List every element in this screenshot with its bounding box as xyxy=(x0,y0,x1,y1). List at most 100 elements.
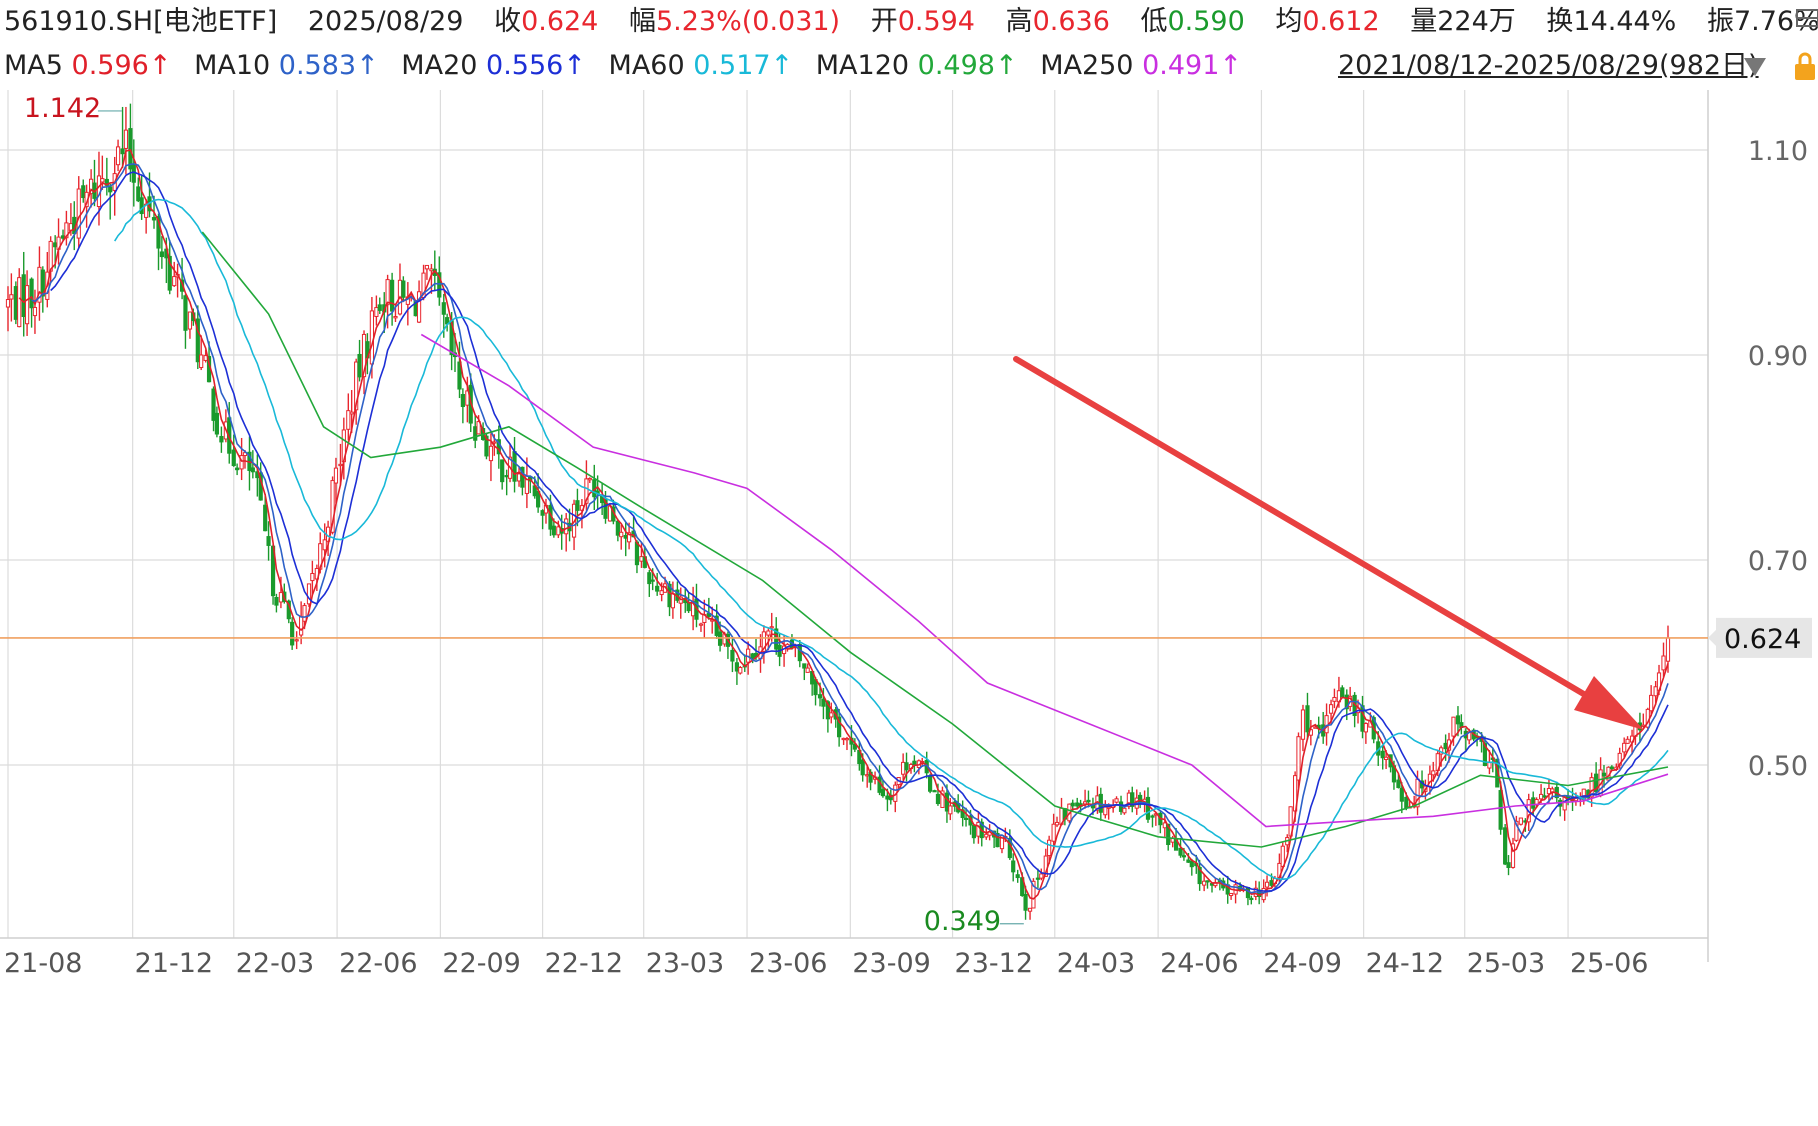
symbol-name[interactable]: 561910.SH[电池ETF] xyxy=(4,6,278,37)
candle-body xyxy=(500,459,505,483)
candle-body xyxy=(187,311,193,330)
candle-body xyxy=(670,593,675,609)
candle-body xyxy=(837,716,842,738)
candle-body xyxy=(1181,855,1187,858)
candle-body xyxy=(1051,823,1056,842)
candle-body xyxy=(1363,723,1368,733)
candle-body xyxy=(797,644,802,662)
candle-body xyxy=(278,592,284,603)
candle-body xyxy=(647,572,652,585)
candle-body xyxy=(1431,770,1436,776)
low-label: 低 xyxy=(1140,6,1168,37)
candle-body xyxy=(64,222,69,239)
y-tick-label: 0.90 xyxy=(1748,341,1808,372)
candle-body xyxy=(1383,756,1389,760)
candle-body xyxy=(429,268,434,272)
candle-body xyxy=(995,832,1000,848)
candle-body xyxy=(128,128,133,170)
candle-body xyxy=(219,436,224,443)
candle-body xyxy=(151,217,157,221)
candle-body xyxy=(346,410,351,430)
candle-body xyxy=(1514,820,1519,841)
candle-body xyxy=(13,286,18,320)
amplitude-label: 振 xyxy=(1706,6,1734,37)
candle-body xyxy=(120,148,125,155)
date-range-selector[interactable]: 2021/08/12-2025/08/29(982日) xyxy=(1338,50,1759,81)
candle-body xyxy=(159,251,164,258)
candle-body xyxy=(948,805,953,815)
y-tick-label: 0.50 xyxy=(1748,751,1808,782)
max-price-label: 1.142 xyxy=(24,93,101,124)
avg-value: 0.612 xyxy=(1302,6,1380,37)
candle-body xyxy=(1070,802,1075,807)
candle-body xyxy=(852,743,857,750)
candle-body xyxy=(655,585,660,592)
candle-body xyxy=(136,186,141,202)
open-value: 0.594 xyxy=(897,6,975,37)
candle-body xyxy=(1035,877,1041,880)
candle-body xyxy=(932,790,937,793)
candle-body xyxy=(48,240,53,272)
window-icon[interactable] xyxy=(1795,4,1818,38)
candle-body xyxy=(473,426,478,441)
candle-body xyxy=(1305,705,1310,733)
ma20-value: 0.556↑ xyxy=(486,50,586,81)
min-price-label: 0.349 xyxy=(924,906,1001,937)
candle-body xyxy=(139,197,144,215)
ma60-line xyxy=(114,198,1669,881)
candle-body xyxy=(901,761,906,775)
x-tick-label: 25-06 xyxy=(1570,948,1648,979)
high-value: 0.636 xyxy=(1032,6,1110,37)
candle-body xyxy=(1625,738,1630,744)
candle-body xyxy=(1023,893,1028,911)
candle-body xyxy=(437,272,442,298)
candle-body xyxy=(761,631,766,652)
candle-body xyxy=(1589,777,1594,798)
candle-body xyxy=(1609,766,1614,770)
candle-body xyxy=(1404,796,1409,809)
candle-body xyxy=(53,242,58,248)
candle-body xyxy=(1340,687,1345,698)
ma10-value: 0.583↑ xyxy=(278,50,379,81)
candle-body xyxy=(1039,873,1044,879)
moving-average-lines xyxy=(18,148,1669,900)
candle-body xyxy=(1178,847,1183,856)
candle-body xyxy=(927,775,933,792)
candle-body xyxy=(619,531,624,538)
candle-body xyxy=(984,833,989,838)
candle-body xyxy=(1205,880,1210,883)
candle-body xyxy=(1531,797,1536,809)
candle-body xyxy=(1264,881,1270,888)
ma10-line xyxy=(31,163,1669,894)
candle-body xyxy=(231,449,236,467)
lock-icon[interactable] xyxy=(1792,48,1818,84)
horizontal-gridlines xyxy=(0,149,1708,766)
candle-body xyxy=(401,280,406,298)
candle-body xyxy=(460,394,465,408)
candle-body xyxy=(239,455,244,470)
ma120-value: 0.498↑ xyxy=(917,50,1018,81)
candle-body xyxy=(639,556,644,562)
candle-body xyxy=(100,178,105,183)
candle-body xyxy=(634,541,640,566)
candle-body xyxy=(349,411,354,415)
candle-body xyxy=(1086,799,1091,803)
turnover-value: 14.44% xyxy=(1573,6,1677,37)
candle-body xyxy=(1145,796,1151,820)
candle-body xyxy=(299,616,304,636)
candle-body xyxy=(40,269,45,297)
candle-body xyxy=(1665,637,1671,662)
candle-body xyxy=(976,821,981,837)
candle-body xyxy=(805,667,810,673)
candle-body xyxy=(1622,742,1627,753)
candle-body xyxy=(860,759,865,776)
triangle-down-icon[interactable] xyxy=(1738,48,1772,84)
candle-body xyxy=(1380,750,1385,759)
y-tick-label: 1.10 xyxy=(1748,136,1808,167)
candle-body xyxy=(1649,694,1654,712)
x-tick-label: 21-12 xyxy=(135,948,213,979)
x-tick-label: 22-12 xyxy=(545,948,623,979)
candle-body xyxy=(156,216,161,249)
candle-body xyxy=(310,572,315,582)
